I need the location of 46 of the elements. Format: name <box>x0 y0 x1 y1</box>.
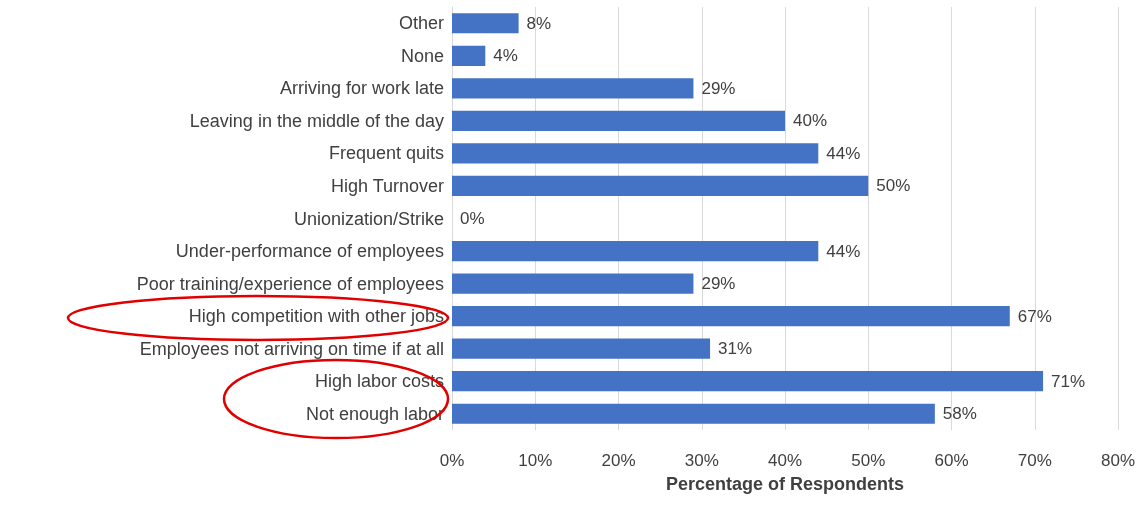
data-label: 44% <box>826 241 861 261</box>
bar <box>452 306 1010 327</box>
data-label: 8% <box>526 13 552 33</box>
bar <box>452 273 694 294</box>
x-tick-label: 10% <box>518 451 553 470</box>
y-tick-label: Unionization/Strike <box>293 208 444 229</box>
y-tick-label: High competition with other jobs <box>188 306 444 327</box>
y-tick-label: Arriving for work late <box>279 78 444 99</box>
x-tick-label: 50% <box>851 451 886 470</box>
y-tick-label: Poor training/experience of employees <box>136 273 444 294</box>
y-tick-label: High Turnover <box>330 175 444 196</box>
data-label: 50% <box>876 176 911 196</box>
x-tick-label: 40% <box>767 451 803 470</box>
bar <box>452 45 486 66</box>
bar <box>452 143 819 164</box>
x-tick-label: 80% <box>1100 451 1136 470</box>
bar <box>452 110 785 131</box>
y-tick-label: None <box>400 45 444 66</box>
bar <box>452 403 935 424</box>
bar <box>452 13 519 34</box>
data-label: 58% <box>942 404 977 424</box>
data-label: 71% <box>1051 371 1086 391</box>
data-label: 67% <box>1017 306 1052 326</box>
y-tick-label: Other <box>398 13 444 34</box>
bar <box>452 175 869 197</box>
y-tick-label: Frequent quits <box>328 143 444 164</box>
x-tick-label: 20% <box>601 451 636 470</box>
x-axis-title: Percentage of Respondents <box>665 474 905 494</box>
y-tick-label: Under-performance of employees <box>175 241 444 262</box>
data-label: 4% <box>493 46 518 66</box>
bar <box>452 371 1044 392</box>
y-tick-label: Employees not arriving on time if at all <box>139 338 444 359</box>
data-label: 40% <box>793 111 828 131</box>
data-label: 0% <box>460 209 485 228</box>
data-label: 31% <box>718 339 753 359</box>
x-tick-label: 30% <box>684 451 719 470</box>
bar <box>452 338 711 359</box>
x-tick-label: 70% <box>1017 451 1052 470</box>
y-tick-label: Leaving in the middle of the day <box>189 110 444 131</box>
bar <box>452 78 694 99</box>
data-label: 29% <box>701 78 736 98</box>
data-label: 44% <box>826 143 861 163</box>
x-tick-label: 0% <box>439 451 465 470</box>
bar <box>452 240 819 262</box>
x-tick-label: 60% <box>934 451 969 470</box>
data-label: 29% <box>701 274 736 294</box>
